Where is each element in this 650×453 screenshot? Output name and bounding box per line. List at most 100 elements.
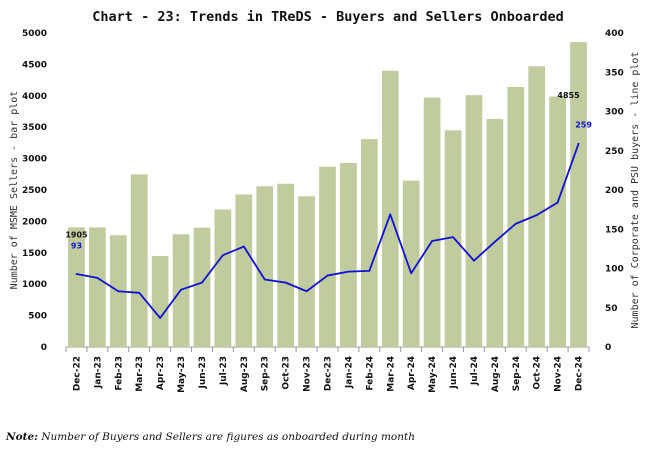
footnote-prefix: Note: [6, 431, 39, 443]
bar-data-label: 4855 [557, 91, 580, 100]
left-tick-label: 3500 [22, 123, 47, 133]
x-tick-label: May-24 [428, 356, 438, 393]
x-tick-label: Dec-23 [324, 356, 334, 391]
bar-sep-24 [507, 87, 525, 347]
line-point-aug-23 [242, 245, 245, 248]
x-tick-label: Jun-24 [449, 356, 459, 389]
right-tick-label: 400 [605, 29, 624, 39]
data-labels: 1905 93 4855 259 [65, 91, 592, 250]
footnote-text: Number of Buyers and Sellers are figures… [38, 431, 416, 443]
x-axis: Dec-22 Jan-23 Feb-23 Mar-23 Apr-23 May-23 Jun-… [65, 347, 590, 393]
line-point-apr-23 [159, 317, 162, 319]
x-tick-label: Oct-24 [533, 356, 543, 390]
x-tick-label: Jul-23 [219, 356, 229, 386]
bar-apr-24 [402, 180, 420, 347]
combo-chart: Chart - 23: Trends in TReDS - Buyers and… [9, 9, 641, 393]
right-axis: 0 50 100 150 200 250 300 350 400 [605, 29, 624, 353]
x-tick-label: Nov-24 [554, 356, 564, 392]
line-point-nov-24 [556, 201, 559, 204]
left-tick-label: 0 [41, 343, 47, 353]
left-tick-label: 5000 [22, 29, 47, 39]
bar-may-24 [423, 97, 441, 348]
x-tick-label: Mar-23 [135, 356, 145, 392]
bar-dec-23 [319, 166, 336, 347]
footnote: Note: Number of Buyers and Sellers are f… [6, 431, 415, 443]
x-tick-label: Jul-24 [470, 356, 480, 386]
x-tick-label: Apr-23 [156, 356, 166, 390]
line-series [75, 142, 580, 319]
x-tick-label: Feb-23 [114, 356, 124, 391]
left-tick-label: 2000 [22, 217, 47, 227]
right-tick-label: 100 [605, 265, 624, 275]
bar-aug-23 [235, 194, 253, 347]
line-point-jan-24 [347, 270, 350, 273]
x-tick-label: Jan-24 [344, 356, 354, 389]
left-tick-label: 2500 [22, 186, 47, 196]
x-tick-label: Jan-23 [93, 356, 103, 389]
x-tick-label: Oct-23 [282, 356, 292, 390]
x-tick-label: Mar-24 [386, 356, 396, 392]
bar-aug-24 [486, 119, 504, 347]
line-point-dec-24 [577, 142, 580, 145]
bar-jun-23 [193, 227, 211, 347]
line-point-oct-24 [535, 214, 538, 217]
x-tick-label: Jun-23 [198, 356, 208, 389]
line-point-jul-24 [473, 259, 475, 262]
bar-series [68, 42, 587, 348]
y-axis-left-label: Number of MSME Sellers - bar plot [9, 91, 20, 290]
bar-dec-22 [68, 227, 85, 347]
x-tick-label: Apr-24 [407, 356, 417, 390]
line-point-mar-23 [138, 291, 141, 294]
line-data-label: 93 [71, 241, 82, 250]
x-tick-label: Sep-24 [512, 356, 522, 391]
bar-sep-23 [256, 186, 274, 347]
x-tick-label: Aug-24 [491, 356, 501, 392]
bar-jul-24 [465, 95, 483, 347]
line-point-mar-24 [389, 213, 392, 216]
x-tick-label: Aug-23 [240, 356, 250, 392]
line-point-may-23 [180, 288, 182, 291]
right-tick-label: 0 [605, 343, 611, 353]
line-point-dec-22 [75, 273, 78, 275]
line-point-feb-23 [117, 290, 120, 293]
x-tick-label: Dec-22 [72, 356, 82, 391]
line-point-may-24 [431, 240, 433, 242]
line-point-jun-24 [452, 236, 454, 239]
left-tick-label: 1500 [22, 249, 47, 259]
left-tick-label: 3000 [22, 155, 47, 165]
bar-oct-23 [277, 183, 295, 347]
bar-jun-24 [444, 130, 462, 347]
line-point-jul-23 [222, 254, 224, 257]
left-axis: 0 500 1000 1500 2000 2500 3000 3500 4000 4500 5000 [22, 29, 47, 353]
line-point-oct-23 [284, 281, 287, 284]
line-point-apr-24 [410, 272, 413, 275]
line-point-sep-24 [514, 222, 517, 225]
bar-data-label: 1905 [65, 230, 88, 239]
x-tick-label: Nov-23 [303, 356, 313, 392]
bar-feb-24 [360, 139, 378, 347]
right-tick-label: 350 [605, 68, 624, 78]
chart-title: Chart - 23: Trends in TReDS - Buyers and… [92, 9, 563, 25]
bar-nov-23 [298, 196, 315, 347]
bar-dec-24 [570, 42, 587, 348]
right-tick-label: 200 [605, 186, 624, 196]
bar-jan-24 [340, 163, 357, 347]
right-tick-label: 300 [605, 108, 624, 118]
bar-jan-23 [89, 227, 106, 347]
line-point-feb-24 [368, 269, 371, 272]
bar-mar-23 [130, 174, 148, 347]
bar-nov-24 [549, 96, 566, 348]
line-point-nov-23 [305, 290, 308, 293]
bar-oct-24 [528, 66, 546, 347]
right-tick-label: 250 [605, 147, 624, 157]
line-point-jan-23 [96, 277, 99, 279]
left-tick-label: 500 [28, 312, 47, 322]
line-point-sep-23 [263, 278, 266, 281]
line-point-aug-24 [493, 240, 496, 243]
x-tick-label: Feb-24 [365, 356, 375, 391]
line-point-jun-23 [201, 281, 203, 284]
left-tick-label: 1000 [22, 280, 47, 290]
line-point-dec-23 [326, 274, 329, 277]
x-tick-label: Sep-23 [261, 356, 271, 391]
y-axis-right-label: Number of Corporate and PSU buyers - lin… [630, 52, 641, 329]
